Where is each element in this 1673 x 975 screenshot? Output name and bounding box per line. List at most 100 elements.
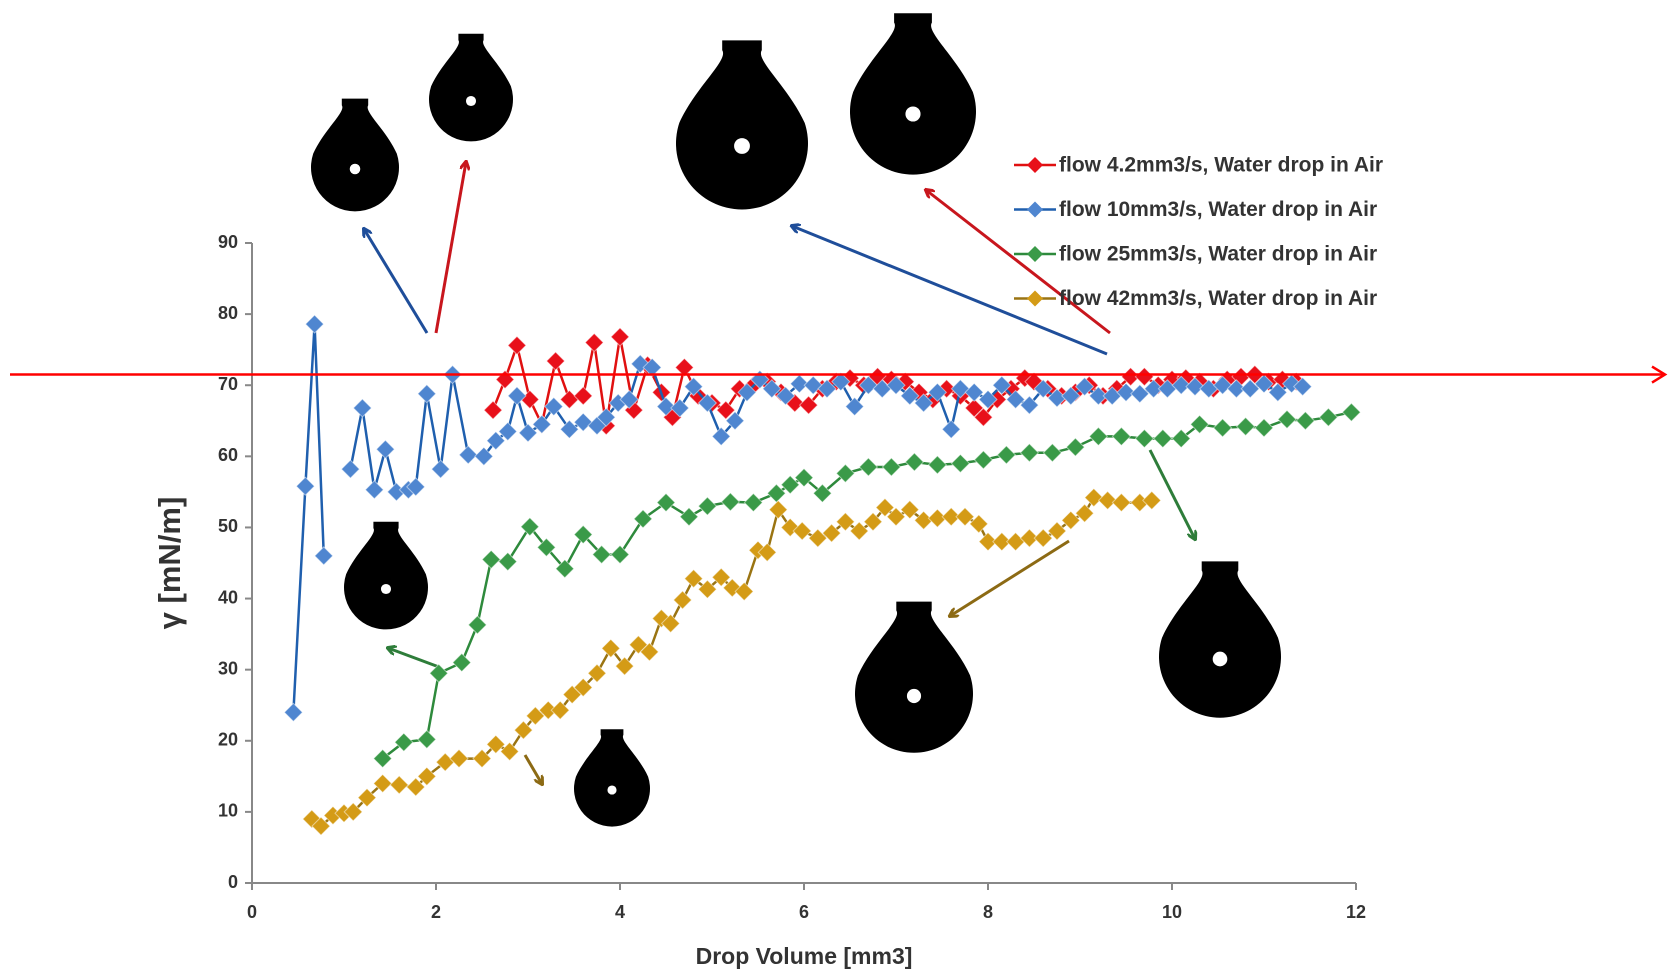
data-point	[1153, 428, 1173, 449]
data-point	[1074, 503, 1095, 523]
data-point	[913, 393, 934, 413]
data-point	[314, 546, 334, 566]
data-point	[633, 509, 653, 529]
y-tick-label: 50	[218, 516, 238, 536]
data-point	[1061, 386, 1081, 406]
data-point	[429, 663, 449, 683]
data-point	[486, 734, 506, 755]
y-tick-label: 40	[218, 587, 238, 607]
arrow	[1148, 449, 1195, 539]
y-tick-label: 10	[218, 801, 238, 821]
data-point	[697, 393, 718, 413]
data-point	[1143, 379, 1164, 399]
y-tick-label: 0	[228, 872, 238, 892]
data-point	[507, 335, 527, 356]
data-point	[619, 389, 639, 410]
data-point	[1074, 376, 1095, 397]
data-point	[1268, 382, 1288, 403]
data-point	[1254, 374, 1274, 394]
data-point	[507, 386, 527, 406]
data-point	[340, 459, 361, 479]
data-point	[768, 499, 788, 520]
data-point	[794, 467, 814, 488]
data-point	[941, 419, 961, 440]
data-point	[992, 531, 1012, 552]
y-tick-label: 90	[218, 232, 238, 252]
series-line	[311, 496, 1153, 828]
data-point	[817, 379, 837, 399]
data-point	[1024, 371, 1044, 392]
data-point	[283, 702, 304, 723]
data-point	[352, 398, 373, 418]
data-point	[941, 507, 961, 527]
data-point	[467, 615, 488, 635]
data-point	[1142, 490, 1162, 511]
data-point	[472, 748, 492, 769]
data-point	[1005, 531, 1026, 552]
legend-label: flow 25mm3/s, Water drop in Air	[1059, 243, 1377, 266]
data-point	[498, 421, 518, 442]
data-point	[483, 400, 503, 420]
arrow	[950, 539, 1070, 616]
data-point	[737, 382, 757, 403]
data-point	[821, 523, 842, 543]
data-point	[1134, 428, 1155, 449]
x-tick-label: 0	[247, 902, 257, 922]
data-point	[886, 375, 906, 395]
data-point	[1042, 443, 1063, 463]
data-point	[544, 396, 564, 417]
drop-images	[311, 13, 1281, 827]
data-point	[858, 375, 879, 395]
data-point	[750, 369, 770, 390]
data-point	[835, 512, 856, 532]
data-point	[559, 419, 580, 440]
data-point	[417, 766, 437, 787]
data-point	[950, 453, 971, 474]
data-point	[1235, 416, 1256, 437]
data-point	[573, 412, 593, 432]
data-point	[789, 374, 810, 394]
legend-marker	[1027, 157, 1043, 173]
data-point	[1019, 395, 1040, 415]
data-point	[1212, 375, 1233, 395]
data-point	[610, 544, 630, 565]
data-point	[886, 507, 906, 527]
x-tick-label: 4	[615, 902, 625, 922]
data-point	[1130, 384, 1150, 404]
data-point	[969, 514, 989, 534]
data-point	[812, 483, 833, 504]
data-point	[955, 507, 975, 527]
data-point	[875, 497, 895, 518]
data-point	[573, 386, 593, 406]
data-point	[372, 773, 393, 794]
legend-marker	[1027, 201, 1043, 218]
legend-label: flow 10mm3/s, Water drop in Air	[1059, 198, 1377, 221]
arrow	[434, 162, 466, 334]
data-point	[725, 411, 745, 431]
data-point	[672, 590, 693, 610]
data-point	[1111, 426, 1132, 447]
data-point	[591, 544, 612, 565]
data-point	[780, 475, 800, 495]
data-point	[757, 542, 777, 563]
x-tick-label: 10	[1162, 902, 1182, 922]
data-point	[343, 802, 363, 822]
data-point	[831, 371, 851, 392]
data-point	[651, 608, 672, 629]
y-tick-label: 70	[218, 374, 238, 394]
data-point	[532, 414, 552, 435]
data-point	[630, 354, 650, 374]
data-point	[628, 635, 649, 655]
data-point	[458, 445, 478, 465]
data-point	[1226, 379, 1247, 399]
data-point	[1097, 490, 1118, 511]
data-point	[417, 729, 437, 750]
data-point	[762, 379, 782, 399]
legend: flow 4.2mm3/s, Water drop in Air flow 10m…	[1014, 154, 1383, 310]
data-point	[697, 579, 718, 600]
drop-image	[429, 33, 513, 142]
data-point	[406, 477, 426, 497]
data-point	[486, 430, 506, 451]
